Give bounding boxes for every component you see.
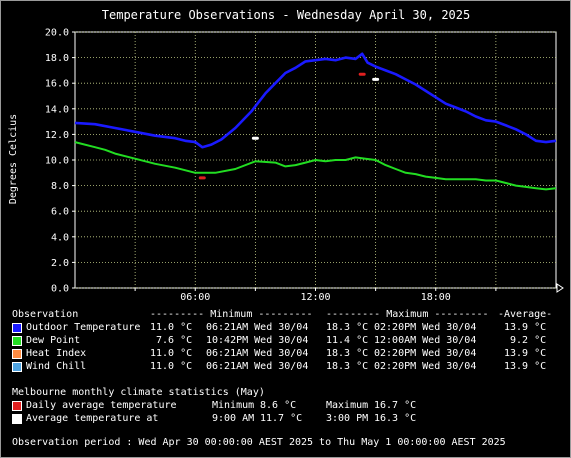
legend-label-heatindex: Heat Index [26, 348, 87, 359]
climate-swatch-daily [12, 401, 22, 411]
legend-min-val-dewpoint: 7.6 °C [156, 335, 193, 346]
x-tick-label: 12:00 [300, 292, 330, 303]
x-tick-label: 06:00 [180, 292, 210, 303]
legend-max-val-heatindex: 18.3 °C [326, 348, 369, 359]
legend-swatch-heatindex [12, 349, 22, 359]
series-line-outdoor-temperature [74, 52, 557, 149]
climate-daily-min-label: Minimum [212, 400, 255, 411]
legend-min-time-outdoor: 06:21AM Wed 30/04 [206, 322, 309, 333]
y-tick-label: 10.0 [45, 156, 69, 167]
y-tick-label: 0.0 [51, 284, 69, 295]
y-tick-label: 18.0 [45, 53, 69, 64]
climate-daily-max-val: 16.7 °C [374, 400, 417, 411]
legend-avg-outdoor: 13.9 °C [504, 322, 547, 333]
climate-daily-max-label: Maximum [326, 400, 369, 411]
legend-header-average: -Average- [498, 309, 553, 320]
climate-avgat-label: Average temperature at [26, 413, 159, 424]
legend-max-time-dewpoint: 12:00AM Wed 30/04 [374, 335, 477, 346]
legend-max-val-windchill: 18.3 °C [326, 361, 369, 372]
legend-header-maximum: --------- Maximum --------- [326, 309, 489, 320]
y-axis-label: Degrees Celcius [8, 114, 19, 204]
marker-daily-average-temperature [358, 72, 366, 76]
y-tick-label: 12.0 [45, 130, 69, 141]
legend-min-time-dewpoint: 10:42PM Wed 30/04 [206, 335, 309, 346]
legend-swatch-outdoor [12, 323, 22, 333]
legend-min-val-heatindex: 11.0 °C [150, 348, 193, 359]
legend-label-outdoor: Outdoor Temperature [26, 322, 141, 333]
legend-max-val-dewpoint: 11.4 °C [326, 335, 369, 346]
legend-max-time-outdoor: 02:20PM Wed 30/04 [374, 322, 477, 333]
marker-average-temperature-at [251, 136, 259, 140]
marker-daily-average-temperature [198, 176, 206, 180]
y-tick-label: 6.0 [51, 207, 69, 218]
observation-period: Observation period : Wed Apr 30 00:00:00… [12, 437, 506, 448]
legend-header-minimum: --------- Minimum --------- [150, 309, 313, 320]
climate-avgat-time2: 3:00 PM [326, 413, 369, 424]
climate-avgat-val2: 16.3 °C [374, 413, 417, 424]
y-tick-label: 14.0 [45, 104, 69, 115]
legend-swatch-windchill [12, 362, 22, 372]
climate-daily-min-val: 8.6 °C [260, 400, 297, 411]
y-tick-label: 2.0 [51, 258, 69, 269]
legend-max-time-windchill: 02:20PM Wed 30/04 [374, 361, 477, 372]
legend-max-val-outdoor: 18.3 °C [326, 322, 369, 333]
series-line-dew-point [74, 141, 557, 191]
legend-label-dewpoint: Dew Point [26, 335, 81, 346]
climate-avgat-time1: 9:00 AM [212, 413, 255, 424]
legend-avg-heatindex: 13.9 °C [504, 348, 547, 359]
legend-label-windchill: Wind Chill [26, 361, 87, 372]
legend-min-time-windchill: 06:21AM Wed 30/04 [206, 361, 309, 372]
x-tick-label: 18:00 [421, 292, 451, 303]
climate-avgat-val1: 11.7 °C [260, 413, 303, 424]
x-axis-arrow-icon [556, 283, 564, 293]
legend-swatch-dewpoint [12, 336, 22, 346]
y-tick-label: 20.0 [45, 28, 69, 39]
chart-title: Temperature Observations - Wednesday Apr… [102, 8, 470, 22]
y-tick-label: 16.0 [45, 79, 69, 90]
legend-min-val-outdoor: 11.0 °C [150, 322, 193, 333]
legend-avg-windchill: 13.9 °C [504, 361, 547, 372]
legend-min-val-windchill: 11.0 °C [150, 361, 193, 372]
y-tick-label: 4.0 [51, 232, 69, 243]
y-tick-label: 8.0 [51, 181, 69, 192]
marker-average-temperature-at [372, 77, 380, 81]
legend-min-time-heatindex: 06:21AM Wed 30/04 [206, 348, 309, 359]
climate-swatch-avgat [12, 414, 22, 424]
legend-header-observation: Observation [12, 309, 79, 320]
climate-title: Melbourne monthly climate statistics (Ma… [12, 387, 265, 398]
legend-max-time-heatindex: 02:20PM Wed 30/04 [374, 348, 477, 359]
climate-daily-label: Daily average temperature [26, 400, 177, 411]
legend-avg-dewpoint: 9.2 °C [510, 335, 547, 346]
